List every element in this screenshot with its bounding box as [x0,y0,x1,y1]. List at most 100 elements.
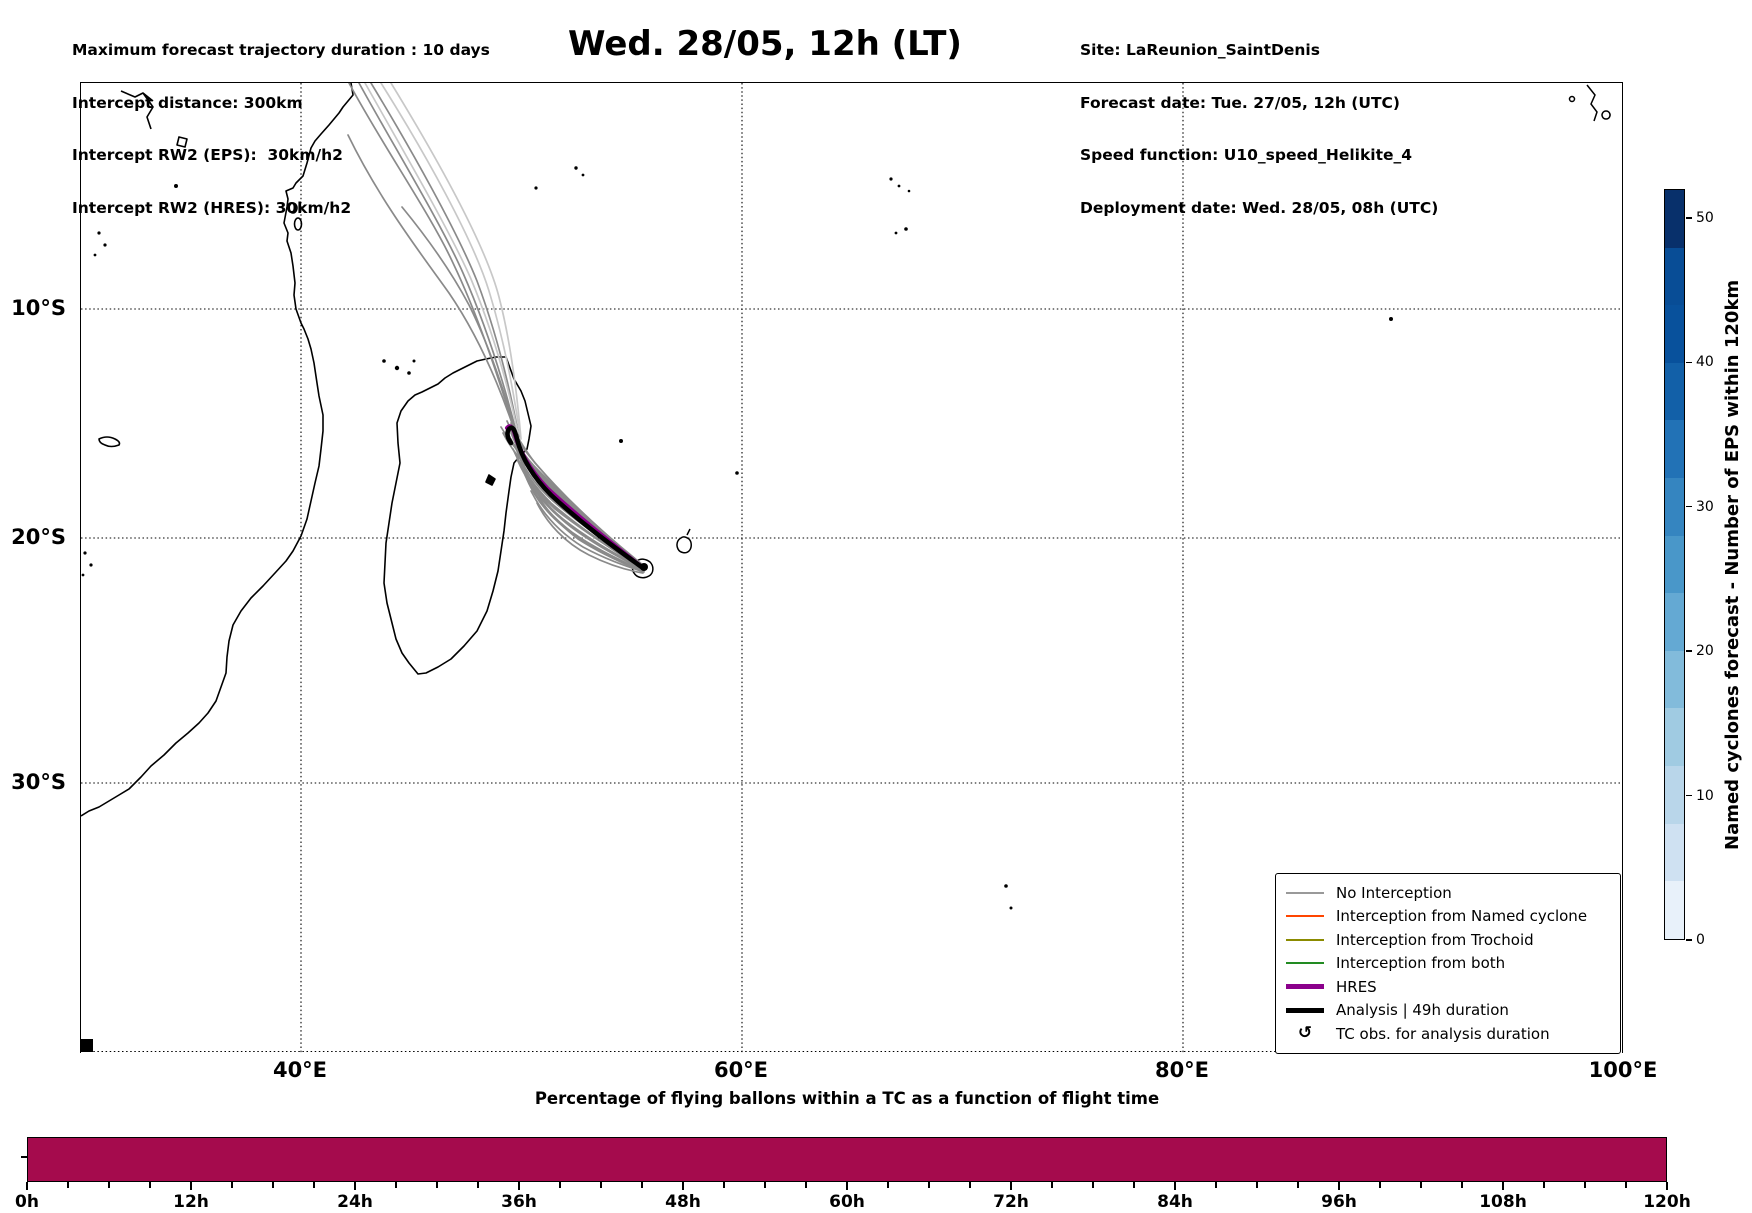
legend-line-swatch [1286,962,1324,965]
flight-chart-minor-tick [805,1182,807,1188]
colorbar-segment [1665,823,1684,882]
legend-line-sample [1286,938,1324,941]
param-site: Site: LaReunion_SaintDenis [1080,41,1320,59]
flight-chart-major-tick [682,1182,684,1190]
colorbar-segment [1665,881,1684,939]
flight-chart-minor-tick [1461,1182,1463,1188]
colorbar-tick [1686,650,1692,652]
tc-obs-symbol: ↺ [1286,1025,1324,1042]
legend-line-sample [1286,1007,1324,1013]
flight-chart-tick-label: 120h [1643,1192,1691,1212]
colorbar-segment [1665,362,1684,421]
legend-line-sample [1286,915,1324,918]
flight-chart-minor-tick [641,1182,643,1188]
legend-line-swatch [1286,984,1324,990]
flight-chart-minor-tick [1420,1182,1422,1188]
colorbar-segment [1665,247,1684,306]
colorbar-tick-label: 40 [1696,354,1714,371]
flight-chart-minor-tick [928,1182,930,1188]
flight-chart-major-tick [1338,1182,1340,1190]
flight-chart-tick-label: 0h [15,1192,39,1212]
map-xtick-label: 80°E [1154,1058,1210,1082]
legend-item-label: No Interception [1336,883,1452,902]
legend-item: Interception from Named cyclone [1286,905,1610,929]
flight-chart-title: Percentage of flying ballons within a TC… [534,1089,1160,1108]
flight-chart-tick-label: 72h [993,1192,1029,1212]
map-legend: No Interception Interception from Named c… [1275,873,1621,1054]
colorbar-tick-label: 20 [1696,643,1714,660]
map-ytick-label: 20°S [11,525,66,549]
map-ytick-label: 10°S [11,296,66,320]
colorbar-tick [1686,794,1692,797]
flight-chart-minor-tick [108,1182,110,1188]
param-deployment-date: Deployment date: Wed. 28/05, 08h (UTC) [1080,198,1439,217]
map-xtick-label: 60°E [713,1058,769,1082]
coastline-corner-fragments [1568,84,1611,122]
flight-chart-minor-tick [600,1182,602,1188]
flight-chart-minor-tick [887,1182,889,1188]
flight-chart-tick-label: 84h [1157,1192,1193,1212]
colorbar-tick-label: 30 [1696,498,1714,515]
flight-chart-major-tick [1666,1182,1668,1190]
flight-chart-minor-tick [969,1182,971,1188]
flight-chart-tick-label: 48h [665,1192,701,1212]
flight-chart-minor-tick [313,1182,315,1188]
flight-chart-ytick [21,1156,27,1158]
param-speed-function: Speed function: U10_speed_Helikite_4 [1080,146,1413,164]
flight-chart-major-tick [1502,1182,1504,1190]
param-intercept-rw2-hres: Intercept RW2 (HRES): 30km/h2 [72,198,352,217]
legend-line-swatch [1286,1007,1324,1013]
colorbar-tick [1686,939,1692,941]
flight-chart-bar [27,1137,1667,1182]
colorbar-segment [1665,305,1684,363]
flight-chart-tick-label: 108h [1479,1192,1527,1212]
flight-chart-minor-tick [1584,1182,1586,1188]
param-intercept-distance: Intercept distance: 300km [72,93,303,112]
flight-chart-major-tick [518,1182,520,1190]
legend-item: Analysis | 49h duration [1286,999,1610,1023]
colorbar-tick [1686,217,1692,219]
flight-chart-minor-tick [149,1182,151,1188]
legend-item: Interception from Trochoid [1286,928,1610,952]
flight-chart-tick-label: 96h [1321,1192,1357,1212]
colorbar [1664,189,1685,940]
legend-item-label: HRES [1336,977,1377,996]
flight-chart-tick-label: 24h [337,1192,373,1212]
eps-trajectories-north-fan [347,83,522,440]
colorbar-label: Named cyclones forecast - Number of EPS … [1722,279,1743,850]
colorbar-tick-label: 50 [1696,209,1714,226]
colorbar-tick [1686,505,1692,508]
colorbar-tick-label: 0 [1696,932,1705,948]
legend-item-label: TC obs. for analysis duration [1336,1024,1550,1043]
island-specks [81,166,1393,1052]
flight-chart-tick-label: 36h [501,1192,537,1212]
flight-chart-minor-tick [395,1182,397,1188]
flight-chart-minor-tick [1051,1182,1053,1188]
flight-chart-minor-tick [1543,1182,1545,1188]
param-max-duration: Maximum forecast trajectory duration : 1… [72,41,490,59]
flight-chart-minor-tick [1625,1182,1627,1188]
legend-item: ↺ TC obs. for analysis duration [1286,1022,1610,1046]
flight-chart-tick-label: 60h [829,1192,865,1212]
colorbar-segment [1665,420,1684,479]
flight-chart-minor-tick [1256,1182,1258,1188]
param-forecast-date: Forecast date: Tue. 27/05, 12h (UTC) [1080,93,1401,112]
flight-chart-minor-tick [764,1182,766,1188]
flight-chart-major-tick [354,1182,356,1190]
flight-chart-minor-tick [1215,1182,1217,1188]
legend-line-sample [1286,984,1324,990]
legend-line-swatch [1286,891,1324,894]
map-xtick-label: 100°E [1588,1058,1658,1082]
flight-chart-minor-tick [272,1182,274,1188]
analysis-trajectory [505,425,646,571]
analysis-start-point [640,563,648,571]
colorbar-segment [1665,593,1684,651]
legend-item-label: Analysis | 49h duration [1336,1001,1509,1020]
flight-chart-minor-tick [723,1182,725,1188]
legend-line-sample [1286,962,1324,965]
colorbar-segment [1665,650,1684,709]
legend-line-swatch [1286,938,1324,941]
colorbar-segment [1665,535,1684,594]
colorbar-segment [1665,708,1684,767]
